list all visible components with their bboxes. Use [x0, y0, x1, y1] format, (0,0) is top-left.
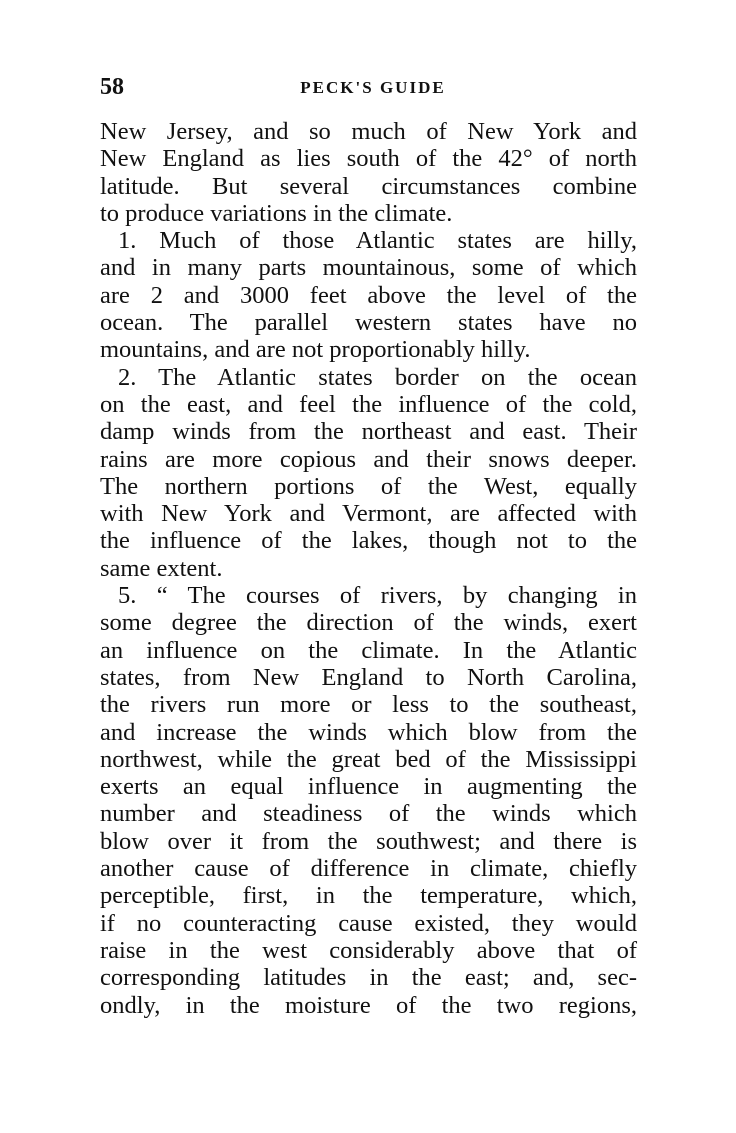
running-title: PECK'S GUIDE [300, 78, 446, 97]
text-line: mountains, and are not proportionably hi… [100, 336, 531, 364]
text-line: on the east, and feel the influence of t… [100, 390, 637, 418]
text-line: states, from New England to North Caroli… [100, 663, 637, 691]
text-line: 5. “ The courses of rivers, by changing … [118, 582, 637, 610]
text-line: to produce variations in the climate. [100, 199, 453, 227]
text-line: New Jersey, and so much of New York and [100, 118, 637, 145]
text-line: and in many parts mountainous, some of w… [100, 254, 637, 282]
page-number: 58 [100, 74, 124, 100]
text-line: and increase the winds which blow from t… [100, 718, 637, 746]
text-line: if no counteracting cause existed, they … [100, 909, 637, 937]
text-line: corresponding latitudes in the east; and… [100, 964, 637, 992]
body-text: New Jersey, and so much of New York and N… [100, 118, 637, 1019]
text-line: rains are more copious and their snows d… [100, 445, 637, 473]
text-line: 2. The Atlantic states border on the oce… [118, 363, 637, 391]
text-line: latitude. But several circumstances comb… [100, 172, 637, 200]
text-line: 1. Much of those Atlantic states are hil… [118, 227, 637, 255]
text-line: with New York and Vermont, are affected … [100, 500, 637, 528]
text-line: northwest, while the great bed of the Mi… [100, 745, 637, 773]
text-line: ocean. The parallel western states have … [100, 309, 637, 337]
text-line: New England as lies south of the 42° of … [100, 145, 637, 173]
text-line: perceptible, first, in the temperature, … [100, 882, 637, 910]
text-line: the rivers run more or less to the south… [100, 691, 637, 719]
text-line: exerts an equal influence in augmenting … [100, 773, 637, 801]
text-line: blow over it from the southwest; and the… [100, 827, 637, 855]
text-line: an influence on the climate. In the Atla… [100, 636, 637, 664]
text-line: the influence of the lakes, though not t… [100, 527, 637, 555]
text-line: The northern portions of the West, equal… [100, 472, 637, 500]
text-line: ondly, in the moisture of the two region… [100, 991, 637, 1019]
text-line: are 2 and 3000 feet above the level of t… [100, 281, 637, 309]
text-line: some degree the direction of the winds, … [100, 609, 637, 637]
text-line: damp winds from the northeast and east. … [100, 418, 637, 446]
text-line: number and steadiness of the winds which [100, 800, 637, 828]
text-line: another cause of difference in climate, … [100, 855, 637, 883]
text-line: same extent. [100, 554, 223, 582]
text-line: raise in the west considerably above tha… [100, 936, 637, 964]
